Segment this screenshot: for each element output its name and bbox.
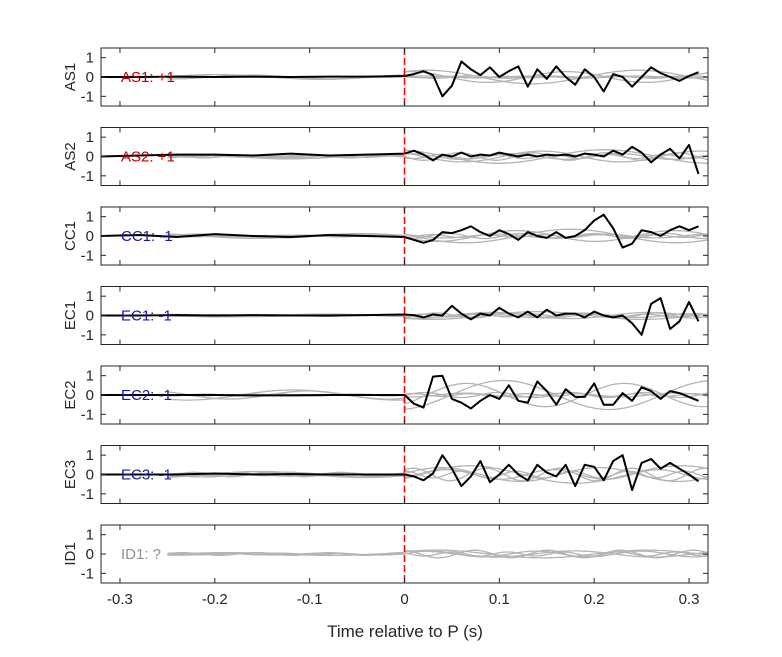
y-axis-label: EC3: [62, 460, 79, 489]
y-tick-label: 0: [86, 69, 94, 86]
x-tick-label: 0.1: [489, 591, 510, 608]
y-tick-label: 1: [86, 288, 94, 305]
y-tick-label: 0: [86, 546, 94, 563]
trace-line: [167, 70, 708, 84]
plot-area: [101, 143, 708, 175]
station-annotation: EC1: -1: [121, 308, 172, 325]
plot-area: [101, 60, 708, 98]
y-tick-label: -1: [81, 486, 94, 503]
trace-line: [167, 382, 708, 408]
y-tick-label: 1: [86, 129, 94, 146]
trace-line: [167, 153, 708, 160]
y-axis-label: EC2: [62, 380, 79, 409]
y-tick-label: 1: [86, 209, 94, 226]
stack-line: [101, 213, 699, 249]
y-tick-label: -1: [81, 247, 94, 264]
x-tick-label: -0.1: [297, 591, 323, 608]
x-tick-label: 0: [400, 591, 408, 608]
y-tick-label: 1: [86, 447, 94, 464]
trace-line: [167, 379, 708, 411]
y-tick-label: 0: [86, 149, 94, 166]
x-tick-label: 0.3: [679, 591, 700, 608]
y-tick-label: -1: [81, 565, 94, 582]
y-axis-label: ID1: [62, 542, 79, 565]
station-annotation: AS1: +1: [121, 69, 175, 86]
station-annotation: CC1: -1: [121, 228, 173, 245]
station-annotation: EC3: -1: [121, 467, 172, 484]
y-axis-label: AS1: [62, 63, 79, 91]
station-annotation: ID1: ?: [121, 546, 161, 563]
trace-line: [167, 551, 708, 557]
y-tick-label: -1: [81, 88, 94, 105]
stack-line: [101, 454, 700, 491]
y-tick-label: 0: [86, 387, 94, 404]
y-tick-label: 0: [86, 308, 94, 325]
stack-line: [101, 374, 699, 410]
trace-line: [167, 228, 708, 244]
x-tick-label: -0.2: [202, 591, 228, 608]
y-axis-label: EC1: [62, 301, 79, 330]
plot-area: [101, 213, 708, 249]
y-tick-label: 0: [86, 228, 94, 245]
y-tick-label: 1: [86, 368, 94, 385]
x-axis-label: Time relative to P (s): [327, 622, 483, 641]
station-annotation: AS2: +1: [121, 149, 175, 166]
y-tick-label: 0: [86, 467, 94, 484]
plot-area: [101, 374, 708, 411]
plot-area: [101, 454, 708, 491]
x-tick-label: -0.3: [107, 591, 133, 608]
trace-line: [167, 465, 708, 484]
y-axis-label: AS2: [62, 142, 79, 170]
y-tick-label: -1: [81, 168, 94, 185]
y-tick-label: -1: [81, 406, 94, 423]
y-axis-label: CC1: [62, 221, 79, 251]
y-tick-label: 1: [86, 50, 94, 67]
x-tick-label: 0.2: [584, 591, 605, 608]
plot-area: [167, 549, 708, 559]
y-tick-label: 1: [86, 527, 94, 544]
stack-line: [101, 143, 700, 175]
y-tick-label: -1: [81, 327, 94, 344]
stack-line: [101, 60, 699, 98]
plot-area: [101, 297, 708, 336]
stack-line: [101, 297, 700, 336]
station-annotation: EC2: -1: [121, 387, 172, 404]
